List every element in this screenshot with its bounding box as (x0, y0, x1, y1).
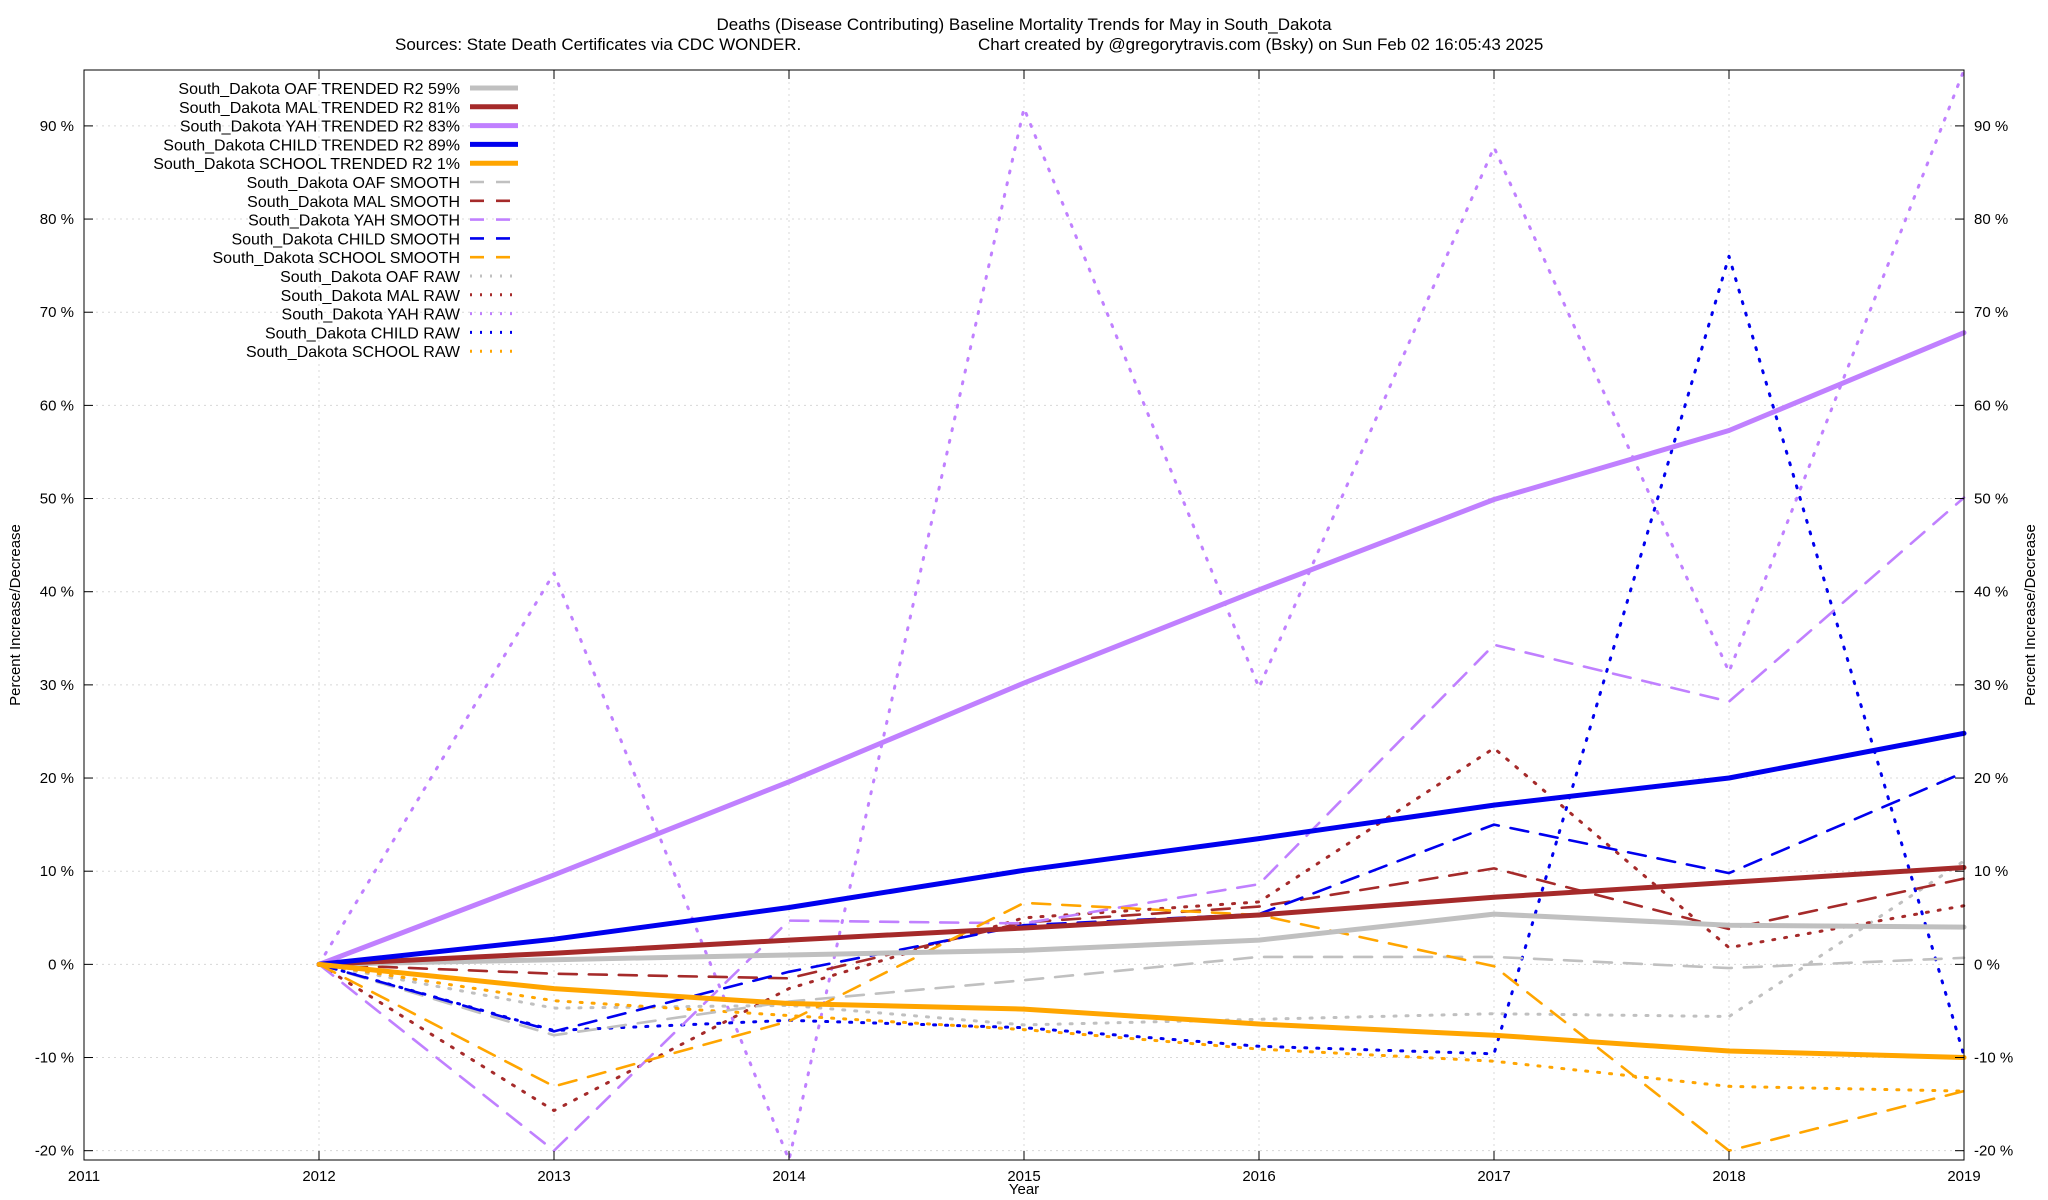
y-tick-label: 10 % (40, 863, 74, 880)
chart-subtitle-source: Sources: State Death Certificates via CD… (395, 35, 801, 54)
y2-tick-label: 90 % (1974, 118, 2008, 135)
chart-subtitle-credit: Chart created by @gregorytravis.com (Bsk… (978, 35, 1543, 54)
x-tick-label: 2016 (1242, 1168, 1275, 1185)
x-tick-label: 2018 (1712, 1168, 1745, 1185)
legend: South_Dakota OAF TRENDED R2 59% South_Dak… (153, 81, 518, 361)
y-tick-label: 90 % (40, 118, 74, 135)
y2-tick-label: 30 % (1974, 677, 2008, 694)
y2-tick-label: 40 % (1974, 584, 2008, 601)
y2-tick-label: 10 % (1974, 863, 2008, 880)
legend-label: South_Dakota CHILD SMOOTH (231, 231, 460, 248)
series-line-south-dakota-yah-smooth (317, 496, 1966, 1152)
series-line-south-dakota-yah-trended-r2-83 (316, 330, 1967, 967)
x-tick-label: 2013 (537, 1168, 570, 1185)
axis-ticks: -20 % -20 % -10 % -10 % 0 % 0 % 10 % 10 % 20 % 20… (35, 70, 2013, 1185)
chart-title: Deaths (Disease Contributing) Baseline M… (716, 15, 1332, 34)
legend-label: South_Dakota MAL TRENDED R2 81% (179, 100, 460, 117)
series-line-south-dakota-mal-trended-r2-81 (316, 865, 1967, 967)
series-line-south-dakota-oaf-smooth (317, 955, 1966, 1037)
y2-tick-label: 70 % (1974, 304, 2008, 321)
x-tick-label: 2017 (1477, 1168, 1510, 1185)
y-axis-label: Percent Increase/Decrease (7, 524, 24, 706)
y2-tick-label: -20 % (1974, 1143, 2013, 1160)
y2-tick-label: 60 % (1974, 397, 2008, 414)
y2-tick-label: -10 % (1974, 1050, 2013, 1067)
series-line-south-dakota-yah-raw (317, 68, 1966, 1162)
legend-label: South_Dakota CHILD RAW (265, 325, 461, 342)
x-tick-label: 2012 (302, 1168, 335, 1185)
y-tick-label: 40 % (40, 584, 74, 601)
legend-label: South_Dakota OAF SMOOTH (247, 175, 460, 192)
legend-label: South_Dakota MAL SMOOTH (247, 194, 460, 211)
series-line-south-dakota-child-trended-r2-89 (316, 730, 1967, 967)
y2-tick-label: 80 % (1974, 211, 2008, 228)
x-axis-label: Year (1009, 1181, 1039, 1198)
y2-tick-label: 0 % (1974, 956, 2000, 973)
y-tick-label: 60 % (40, 397, 74, 414)
series-line-south-dakota-school-smooth (317, 901, 1966, 1152)
y2-tick-label: 50 % (1974, 491, 2008, 508)
y-tick-label: 70 % (40, 304, 74, 321)
series-line-south-dakota-child-smooth (317, 771, 1966, 1033)
legend-label: South_Dakota OAF TRENDED R2 59% (178, 81, 460, 98)
y-tick-label: -20 % (35, 1143, 74, 1160)
series-lines (316, 68, 1967, 1162)
legend-label: South_Dakota YAH RAW (282, 307, 461, 324)
y-tick-label: 50 % (40, 491, 74, 508)
legend-label: South_Dakota YAH SMOOTH (248, 213, 460, 230)
legend-label: South_Dakota SCHOOL RAW (246, 344, 461, 361)
series-line-south-dakota-mal-smooth (317, 867, 1966, 980)
x-tick-label: 2019 (1947, 1168, 1980, 1185)
legend-label: South_Dakota OAF RAW (280, 269, 461, 286)
y-tick-label: -10 % (35, 1050, 74, 1067)
y2-axis-label: Percent Increase/Decrease (2022, 524, 2039, 706)
legend-label: South_Dakota YAH TRENDED R2 83% (180, 119, 460, 136)
series-line-south-dakota-school-trended-r2-1 (316, 961, 1967, 1060)
legend-label: South_Dakota SCHOOL TRENDED R2 1% (153, 156, 460, 173)
y-tick-label: 0 % (48, 956, 74, 973)
x-tick-label: 2011 (68, 1168, 100, 1185)
y2-tick-label: 20 % (1974, 770, 2008, 787)
legend-label: South_Dakota SCHOOL SMOOTH (213, 250, 461, 267)
y-tick-label: 30 % (40, 677, 74, 694)
series-line-south-dakota-oaf-raw (317, 859, 1966, 1027)
grid-lines (83, 70, 1965, 1160)
y-tick-label: 20 % (40, 770, 74, 787)
legend-label: South_Dakota MAL RAW (281, 288, 461, 305)
x-tick-label: 2015 (1007, 1168, 1040, 1185)
y-tick-label: 80 % (40, 211, 74, 228)
legend-label: South_Dakota CHILD TRENDED R2 89% (163, 137, 460, 154)
series-line-south-dakota-school-raw (317, 962, 1966, 1093)
series-line-south-dakota-mal-raw (317, 746, 1966, 1113)
series-line-south-dakota-oaf-trended-r2-59 (316, 911, 1967, 967)
x-tick-label: 2014 (772, 1168, 805, 1185)
